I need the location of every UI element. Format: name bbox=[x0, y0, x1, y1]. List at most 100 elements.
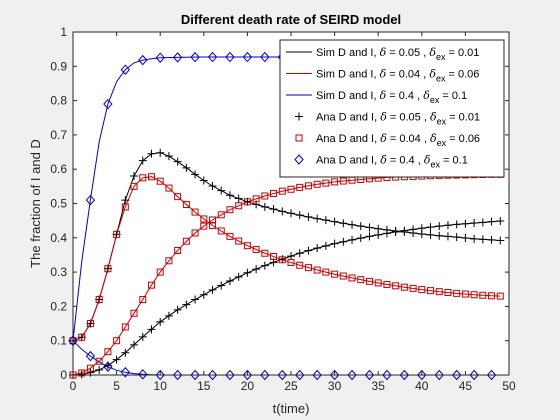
data-point bbox=[486, 369, 497, 381]
data-point bbox=[147, 281, 155, 289]
data-point bbox=[112, 355, 121, 364]
data-point bbox=[173, 157, 182, 166]
data-point bbox=[174, 246, 182, 254]
legend-box bbox=[279, 39, 505, 178]
data-point bbox=[121, 348, 130, 357]
data-point bbox=[199, 176, 208, 185]
data-point bbox=[313, 180, 321, 188]
legend-marker-sample bbox=[295, 112, 303, 121]
data-point bbox=[182, 237, 190, 245]
data-point bbox=[304, 212, 313, 221]
data-point bbox=[382, 369, 392, 381]
data-point bbox=[138, 332, 147, 341]
y-tick-label: 0.3 bbox=[50, 265, 67, 279]
data-point bbox=[365, 232, 374, 241]
data-point bbox=[200, 222, 208, 230]
data-point bbox=[226, 232, 234, 240]
series-markers-2 bbox=[69, 216, 505, 379]
data-point bbox=[156, 148, 165, 157]
data-point bbox=[496, 236, 505, 245]
data-point bbox=[191, 295, 200, 304]
data-point bbox=[321, 216, 330, 225]
data-point bbox=[427, 287, 435, 295]
x-tick-label: 30 bbox=[328, 379, 342, 393]
data-point bbox=[400, 283, 408, 291]
data-point bbox=[417, 369, 427, 381]
data-point bbox=[270, 252, 278, 260]
data-point bbox=[478, 218, 487, 227]
data-point bbox=[200, 215, 208, 223]
data-point bbox=[207, 51, 218, 63]
data-point bbox=[260, 369, 270, 381]
data-point bbox=[383, 280, 391, 288]
data-point bbox=[382, 229, 391, 238]
y-axis-title: The fraction of I and D bbox=[28, 139, 43, 268]
legend-entry-5: Ana D and I, δ = 0.04 , δex = 0.06 bbox=[316, 132, 480, 148]
data-point bbox=[478, 235, 487, 244]
data-point bbox=[322, 179, 330, 187]
data-point bbox=[208, 182, 217, 191]
legend-entry-6: Ana D and I, δ = 0.4 , δex = 0.1 bbox=[316, 154, 468, 170]
data-point bbox=[138, 54, 148, 66]
y-tick-label: 0.5 bbox=[50, 197, 67, 211]
data-point bbox=[417, 224, 426, 233]
data-point bbox=[86, 364, 94, 372]
data-point bbox=[453, 289, 461, 297]
data-point bbox=[147, 149, 156, 158]
x-tick-label: 50 bbox=[502, 379, 516, 393]
data-point bbox=[444, 289, 452, 297]
series-line-6 bbox=[72, 56, 501, 341]
data-point bbox=[95, 357, 103, 365]
data-point bbox=[156, 268, 164, 276]
legend-marker-sample bbox=[295, 134, 303, 142]
legend-entry-4: Ana D and I, δ = 0.05 , δex = 0.01 bbox=[316, 111, 480, 127]
data-point bbox=[348, 274, 356, 282]
data-point bbox=[130, 182, 138, 190]
data-point bbox=[287, 252, 295, 261]
data-point bbox=[339, 237, 348, 246]
data-point bbox=[452, 369, 462, 381]
data-point bbox=[331, 270, 339, 278]
data-point bbox=[461, 290, 469, 298]
data-point bbox=[348, 235, 357, 244]
data-point bbox=[156, 177, 164, 185]
data-point bbox=[174, 193, 182, 201]
data-point bbox=[339, 177, 347, 185]
data-point bbox=[496, 292, 504, 300]
data-point bbox=[86, 320, 94, 328]
y-tick-label: 1 bbox=[60, 25, 67, 39]
data-point bbox=[488, 292, 496, 300]
data-point bbox=[191, 170, 200, 179]
data-point bbox=[147, 173, 155, 181]
data-point bbox=[225, 369, 235, 381]
data-point bbox=[330, 217, 339, 226]
data-point bbox=[252, 245, 260, 253]
data-point bbox=[304, 264, 312, 272]
y-tick-label: 0.8 bbox=[50, 94, 67, 108]
data-point bbox=[365, 223, 374, 232]
legend-entry-2: Sim D and I, δ = 0.04 , δex = 0.06 bbox=[316, 68, 479, 84]
data-point bbox=[226, 206, 234, 214]
data-point bbox=[392, 282, 400, 290]
data-point bbox=[242, 369, 253, 381]
data-point bbox=[357, 276, 365, 284]
legend-marker-sample bbox=[294, 154, 304, 165]
data-point bbox=[113, 337, 121, 345]
data-point bbox=[374, 230, 383, 239]
data-point bbox=[182, 201, 190, 209]
data-point bbox=[155, 52, 165, 63]
data-point bbox=[287, 185, 295, 193]
data-point bbox=[496, 216, 505, 225]
y-tick-label: 0.4 bbox=[50, 231, 67, 245]
data-point bbox=[243, 268, 252, 277]
data-point bbox=[347, 369, 357, 381]
data-point bbox=[173, 305, 182, 314]
chart-title: Different death rate of SEIRD model bbox=[181, 12, 401, 27]
data-point bbox=[164, 311, 173, 320]
data-point bbox=[217, 186, 226, 195]
data-point bbox=[399, 369, 410, 381]
data-point bbox=[130, 309, 138, 317]
data-point bbox=[225, 191, 234, 200]
data-point bbox=[329, 369, 340, 381]
